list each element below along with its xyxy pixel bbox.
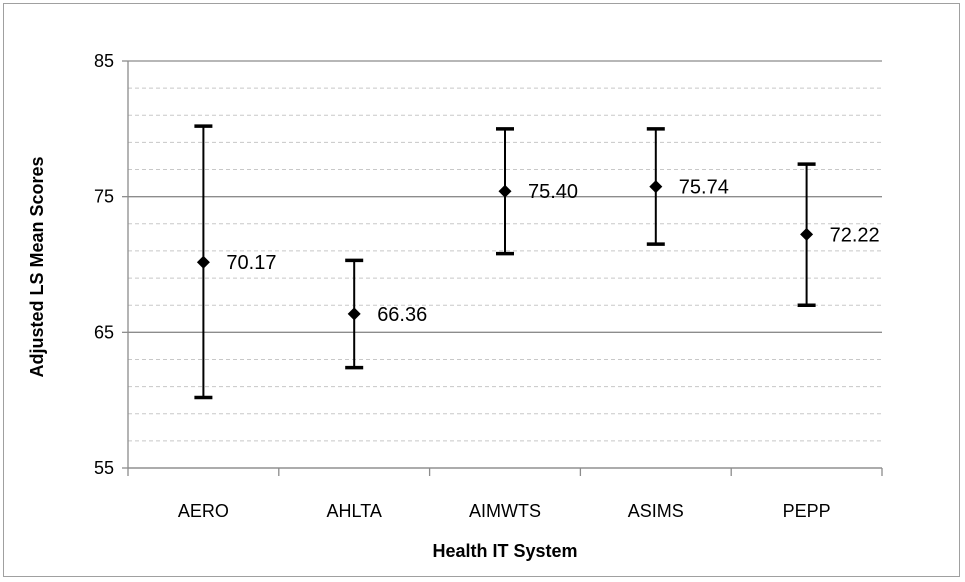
axes xyxy=(122,60,883,476)
mean-point xyxy=(347,307,361,321)
y-tick-label: 55 xyxy=(94,458,114,478)
y-tick-label: 85 xyxy=(94,51,114,71)
x-axis-title: Health IT System xyxy=(432,541,577,561)
y-axis-title: Adjusted LS Mean Scores xyxy=(27,156,47,377)
mean-point xyxy=(649,180,663,194)
mean-point xyxy=(498,184,512,198)
data-label: 75.40 xyxy=(528,181,578,203)
x-tick-labels: AERO AHLTA AIMWTS ASIMS PEPP xyxy=(178,501,831,521)
data-marks: 70.17 66.36 75.40 75.74 72.22 xyxy=(194,124,880,400)
data-label: 75.74 xyxy=(679,177,729,199)
mean-point xyxy=(800,227,814,241)
x-tick-label: PEPP xyxy=(783,501,831,521)
chart-frame xyxy=(3,3,960,577)
y-tick-labels: 55 65 75 85 xyxy=(94,51,114,478)
x-tick-label: AERO xyxy=(178,501,229,521)
x-tick-label: AHLTA xyxy=(327,501,382,521)
data-label: 66.36 xyxy=(377,304,427,326)
x-tick-label: AIMWTS xyxy=(469,501,541,521)
data-label: 70.17 xyxy=(226,252,276,274)
mean-point xyxy=(196,255,210,269)
x-tick-label: ASIMS xyxy=(628,501,684,521)
data-label: 72.22 xyxy=(830,224,880,246)
y-tick-label: 65 xyxy=(94,322,114,342)
y-tick-label: 75 xyxy=(94,187,114,207)
